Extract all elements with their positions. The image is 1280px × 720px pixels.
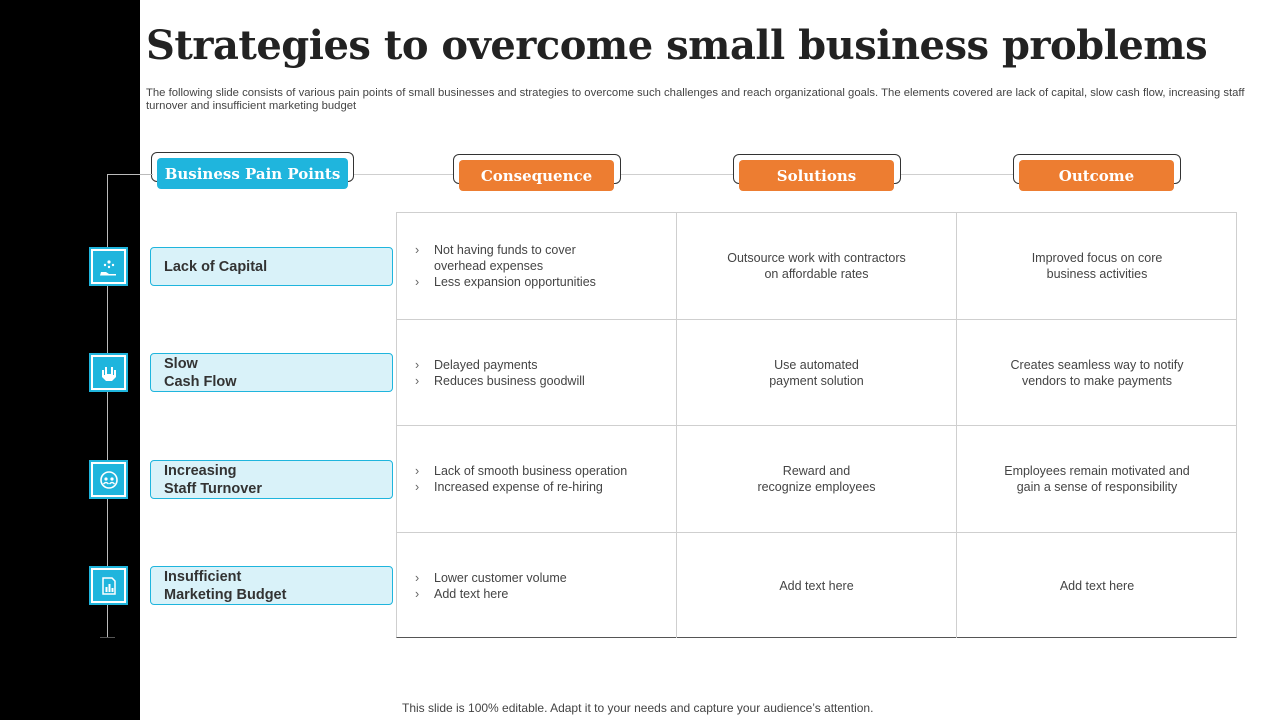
- chart-report-icon: [89, 566, 128, 605]
- table-cell-solution: Use automated payment solution: [677, 320, 957, 426]
- strategy-table: › Not having funds to cover overhead expe…: [396, 212, 1237, 638]
- svg-text:$: $: [107, 368, 111, 375]
- pain-point-marketing-budget: Insufficient Marketing Budget: [150, 566, 393, 605]
- list-item: › Reduces business goodwill: [415, 373, 585, 388]
- bullet-icon: ›: [415, 243, 420, 257]
- header-consequence: Consequence: [459, 160, 614, 191]
- timeline-line: [107, 174, 108, 638]
- header-connector: [353, 174, 454, 175]
- pain-point-lack-of-capital: Lack of Capital: [150, 247, 393, 286]
- pain-point-label: Lack of Capital: [164, 258, 268, 275]
- bullet-icon: ›: [415, 464, 420, 478]
- page-title: Strategies to overcome small business pr…: [146, 22, 1208, 69]
- table-cell-solution: Outsource work with contractors on affor…: [677, 213, 957, 320]
- table-cell-outcome: Creates seamless way to notify vendors t…: [957, 320, 1237, 426]
- list-item: › Lower customer volume: [415, 570, 567, 585]
- list-item: › Delayed payments: [415, 357, 538, 372]
- list-item: › Not having funds to cover overhead expe…: [415, 243, 576, 273]
- bullet-icon: ›: [415, 570, 420, 585]
- page-subtitle: The following slide consists of various …: [146, 87, 1245, 112]
- table-cell-outcome: Improved focus on core business activiti…: [957, 213, 1237, 320]
- pain-point-label: Insufficient Marketing Budget: [164, 568, 287, 603]
- header-outcome: Outcome: [1019, 160, 1174, 191]
- bullet-icon: ›: [415, 357, 420, 372]
- bullet-icon: ›: [415, 373, 420, 388]
- table-cell-consequence: › Lack of smooth business operation › Incr…: [397, 426, 677, 533]
- pain-point-label: Slow Cash Flow: [164, 355, 237, 390]
- dollar-hand-icon: $: [89, 353, 128, 392]
- list-item: › Lack of smooth business operation: [415, 464, 628, 478]
- header-connector: [900, 174, 1014, 175]
- pain-point-slow-cash-flow: Slow Cash Flow: [150, 353, 393, 392]
- list-item: › Increased expense of re-hiring: [415, 480, 603, 494]
- timeline-end: [100, 637, 115, 638]
- footer-note: This slide is 100% editable. Adapt it to…: [402, 701, 874, 715]
- bullet-icon: ›: [415, 275, 420, 289]
- list-item: › Add text here: [415, 586, 509, 601]
- pain-point-label: Increasing Staff Turnover: [164, 462, 263, 497]
- money-hand-icon: [89, 247, 128, 286]
- bullet-icon: ›: [415, 586, 420, 601]
- header-pain-points: Business Pain Points: [157, 158, 348, 189]
- table-cell-consequence: › Lower customer volume › Add text here: [397, 533, 677, 638]
- table-cell-solution: Reward and recognize employees: [677, 426, 957, 533]
- table-cell-outcome: Employees remain motivated and gain a se…: [957, 426, 1237, 533]
- pain-point-staff-turnover: Increasing Staff Turnover: [150, 460, 393, 499]
- bullet-icon: ›: [415, 480, 420, 494]
- list-item: › Less expansion opportunities: [415, 275, 596, 289]
- table-cell-consequence: › Not having funds to cover overhead expe…: [397, 213, 677, 320]
- table-cell-outcome: Add text here: [1059, 578, 1135, 593]
- table-cell-solution: Add text here: [677, 533, 957, 638]
- table-cell-consequence: › Delayed payments › Reduces business good…: [397, 320, 677, 426]
- header-connector: [620, 174, 734, 175]
- header-solutions: Solutions: [739, 160, 894, 191]
- timeline-connector: [107, 174, 153, 175]
- team-cycle-icon: [89, 460, 128, 499]
